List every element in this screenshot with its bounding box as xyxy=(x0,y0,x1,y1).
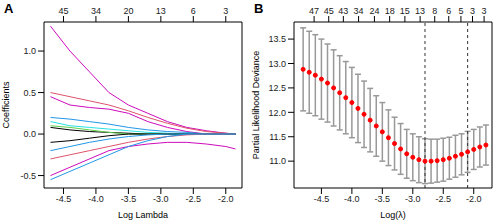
svg-text:Partial Likelihood Deviance: Partial Likelihood Deviance xyxy=(251,51,261,160)
svg-text:Log Lambda: Log Lambda xyxy=(118,210,168,220)
svg-text:3: 3 xyxy=(470,6,475,16)
svg-text:13: 13 xyxy=(156,6,166,16)
svg-text:0.5: 0.5 xyxy=(23,88,36,98)
svg-text:11.0: 11.0 xyxy=(269,156,286,166)
svg-text:13.5: 13.5 xyxy=(268,34,286,44)
svg-text:13: 13 xyxy=(415,6,425,16)
svg-text:-2.0: -2.0 xyxy=(466,194,482,204)
svg-text:-2.5: -2.5 xyxy=(436,194,452,204)
svg-text:20: 20 xyxy=(123,6,133,16)
svg-text:34: 34 xyxy=(91,6,101,16)
svg-text:45: 45 xyxy=(58,6,68,16)
svg-text:13.0: 13.0 xyxy=(268,59,286,69)
svg-text:6: 6 xyxy=(446,6,451,16)
svg-text:3: 3 xyxy=(482,6,487,16)
svg-text:45: 45 xyxy=(324,6,334,16)
svg-text:34: 34 xyxy=(354,6,364,16)
svg-text:-3.0: -3.0 xyxy=(405,194,421,204)
svg-text:-0.5: -0.5 xyxy=(20,171,36,181)
svg-text:47: 47 xyxy=(309,6,319,16)
svg-text:6: 6 xyxy=(191,6,196,16)
svg-text:1.0: 1.0 xyxy=(23,46,36,56)
svg-text:-2.0: -2.0 xyxy=(218,194,234,204)
svg-text:-3.0: -3.0 xyxy=(153,194,169,204)
svg-text:-2.5: -2.5 xyxy=(186,194,202,204)
svg-text:3: 3 xyxy=(223,6,228,16)
svg-text:0.0: 0.0 xyxy=(23,129,36,139)
svg-text:-4.5: -4.5 xyxy=(56,194,72,204)
svg-text:11.5: 11.5 xyxy=(269,132,286,142)
svg-text:43: 43 xyxy=(338,6,348,16)
svg-text:5: 5 xyxy=(458,6,463,16)
svg-text:18: 18 xyxy=(385,6,395,16)
svg-text:-4.5: -4.5 xyxy=(314,194,330,204)
svg-text:8: 8 xyxy=(432,6,437,16)
svg-text:12.0: 12.0 xyxy=(268,108,286,118)
svg-text:-4.0: -4.0 xyxy=(88,194,104,204)
svg-text:-4.0: -4.0 xyxy=(344,194,360,204)
svg-text:12.5: 12.5 xyxy=(268,83,286,93)
svg-text:-3.5: -3.5 xyxy=(121,194,137,204)
svg-text:24: 24 xyxy=(369,6,379,16)
svg-text:Log(λ): Log(λ) xyxy=(380,210,406,220)
svg-text:15: 15 xyxy=(400,6,410,16)
svg-text:-3.5: -3.5 xyxy=(375,194,391,204)
svg-text:Coefficients: Coefficients xyxy=(8,81,11,128)
html-text:A: A xyxy=(4,1,14,16)
html-text:B: B xyxy=(254,1,264,16)
